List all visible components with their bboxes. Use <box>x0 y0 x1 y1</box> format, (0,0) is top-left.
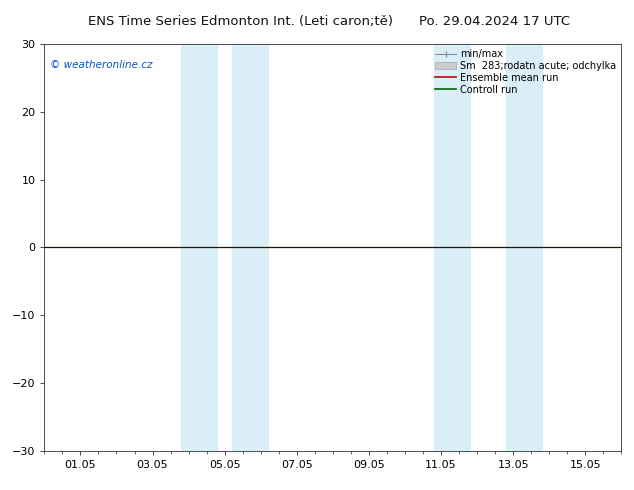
Bar <box>506 44 542 451</box>
Text: © weatheronline.cz: © weatheronline.cz <box>50 60 153 71</box>
Text: Po. 29.04.2024 17 UTC: Po. 29.04.2024 17 UTC <box>419 15 570 28</box>
Bar <box>232 44 268 451</box>
Bar <box>434 44 470 451</box>
Bar <box>181 44 217 451</box>
Legend: min/max, Sm  283;rodatn acute; odchylka, Ensemble mean run, Controll run: min/max, Sm 283;rodatn acute; odchylka, … <box>433 47 618 97</box>
Text: ENS Time Series Edmonton Int. (Leti caron;tě): ENS Time Series Edmonton Int. (Leti caro… <box>88 15 394 28</box>
